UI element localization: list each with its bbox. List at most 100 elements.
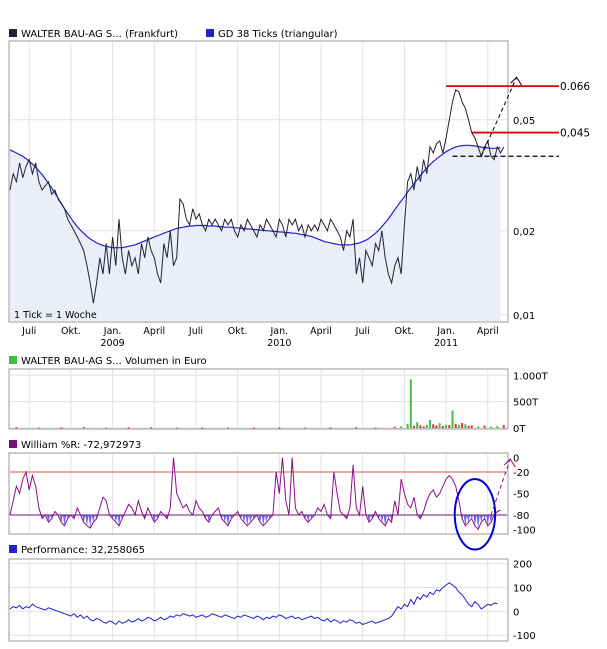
price-legend: WALTER BAU-AG S... (Frankfurt) GD 38 Tic…	[9, 29, 338, 40]
volume-bar	[252, 427, 255, 429]
volume-bar	[441, 425, 444, 428]
volume-panel: WALTER BAU-AG S... Volumen in Euro 0T 500…	[8, 356, 549, 435]
volume-bar	[374, 427, 377, 429]
price-legend-swatch-2	[206, 29, 214, 37]
williams-line	[9, 457, 501, 531]
williams-panel: William %R: -72,972973 0 -20 -50 -80 -100	[8, 440, 536, 551]
price-y-axis: 0,01 0,02 0,05	[513, 116, 535, 322]
price-legend-label-1: WALTER BAU-AG S... (Frankfurt)	[21, 29, 178, 40]
volume-bar	[435, 425, 438, 428]
performance-grid	[10, 560, 507, 640]
volume-bars	[15, 379, 505, 429]
volume-bar	[467, 425, 470, 428]
price-legend-swatch-1	[9, 29, 17, 37]
volume-bar	[201, 427, 204, 429]
price-legend-label-2: GD 38 Ticks (triangular)	[218, 29, 338, 40]
performance-line	[9, 582, 498, 626]
x-tick-label: Juli	[21, 326, 36, 337]
volume-plot-area	[8, 368, 509, 430]
x-tick-label: Okt.	[61, 326, 81, 337]
x-tick-label: April	[477, 326, 499, 337]
williams-reference-lines	[10, 471, 507, 516]
volume-bar	[416, 422, 419, 428]
volume-bar	[278, 427, 281, 429]
volume-legend-swatch	[9, 356, 17, 364]
volume-bar	[496, 426, 499, 428]
price-line	[9, 89, 505, 304]
williams-tick-label: -100	[513, 525, 536, 536]
volume-bar	[422, 426, 425, 428]
volume-bar	[457, 424, 460, 428]
x-tick-label: Juli	[188, 326, 203, 337]
williams-y-axis: 0 -20 -50 -80 -100	[513, 454, 536, 537]
volume-bar	[175, 427, 178, 429]
performance-tick-label: 100	[513, 583, 532, 594]
tick-note: 1 Tick = 1 Woche	[14, 310, 97, 321]
volume-tick-label: 1.000T	[513, 371, 549, 382]
x-tick-label: Okt.	[395, 326, 415, 337]
performance-tick-label: -100	[513, 631, 536, 642]
volume-tick-label: 500T	[513, 398, 539, 409]
performance-plot-area	[8, 558, 509, 642]
volume-bar	[451, 410, 454, 428]
volume-y-axis: 0T 500T 1.000T	[513, 371, 549, 435]
volume-bar	[150, 427, 153, 429]
volume-bar	[438, 423, 441, 428]
performance-tick-label: 0	[513, 607, 519, 618]
williams-arrow	[490, 458, 511, 516]
x-tick-label: April	[310, 326, 332, 337]
williams-tick-label: -80	[513, 511, 529, 522]
trendline-label-1: 0,045	[560, 128, 590, 140]
volume-bar	[400, 426, 403, 428]
volume-bar	[477, 426, 480, 428]
volume-bar	[355, 427, 358, 429]
volume-bar	[429, 420, 432, 428]
volume-bar	[470, 425, 473, 428]
volume-bar	[105, 427, 108, 429]
williams-tick-label: -20	[513, 468, 529, 479]
performance-legend-swatch	[9, 545, 17, 553]
williams-arrow-head	[503, 458, 516, 468]
volume-bar	[409, 379, 412, 428]
volume-bar	[303, 427, 306, 429]
williams-legend-label: William %R: -72,972973	[21, 440, 141, 451]
x-tick-label: Jan.	[270, 326, 289, 337]
volume-bar	[448, 425, 451, 428]
volume-bar	[489, 426, 492, 428]
x-tick-label: April	[143, 326, 165, 337]
volume-bar	[329, 427, 332, 429]
williams-plot-area	[8, 452, 509, 535]
volume-bar	[502, 425, 505, 428]
price-panel: WALTER BAU-AG S... (Frankfurt) GD 38 Tic…	[8, 29, 590, 349]
volume-bar	[15, 427, 18, 429]
trendline-label-0: 0.066	[560, 81, 590, 93]
volume-bar	[464, 424, 467, 428]
volume-bar	[227, 427, 230, 429]
williams-annotations	[453, 458, 516, 551]
williams-tick-label: -50	[513, 490, 529, 501]
performance-tick-label: 200	[513, 560, 532, 571]
x-year-label: 2009	[101, 338, 125, 349]
price-annotations: 0.066 0,045	[446, 76, 590, 157]
volume-bar	[60, 427, 63, 429]
performance-panel: Performance: 32,258065 200 100 0 -100	[8, 545, 536, 643]
volume-bar	[445, 424, 448, 428]
volume-bar	[406, 423, 409, 428]
volume-bar	[37, 427, 40, 429]
forecast-arrow-head	[510, 76, 523, 86]
volume-bar	[483, 425, 486, 428]
x-year-label: 2010	[267, 338, 291, 349]
volume-bar	[393, 426, 396, 428]
price-x-axis: Juli Okt. Jan. April Juli Okt. Jan. April Juli Ok…	[21, 326, 498, 349]
x-year-label: 2011	[434, 338, 458, 349]
moving-average-line	[9, 144, 501, 249]
highlight-circle	[453, 478, 497, 551]
volume-bar	[461, 422, 464, 428]
williams-legend-swatch	[9, 440, 17, 448]
volume-legend-label: WALTER BAU-AG S... Volumen in Euro	[21, 356, 207, 367]
price-tick-label: 0,02	[513, 227, 535, 238]
performance-y-axis: 200 100 0 -100	[513, 560, 536, 643]
volume-tick-label: 0T	[513, 424, 526, 435]
x-tick-label: Okt.	[228, 326, 248, 337]
